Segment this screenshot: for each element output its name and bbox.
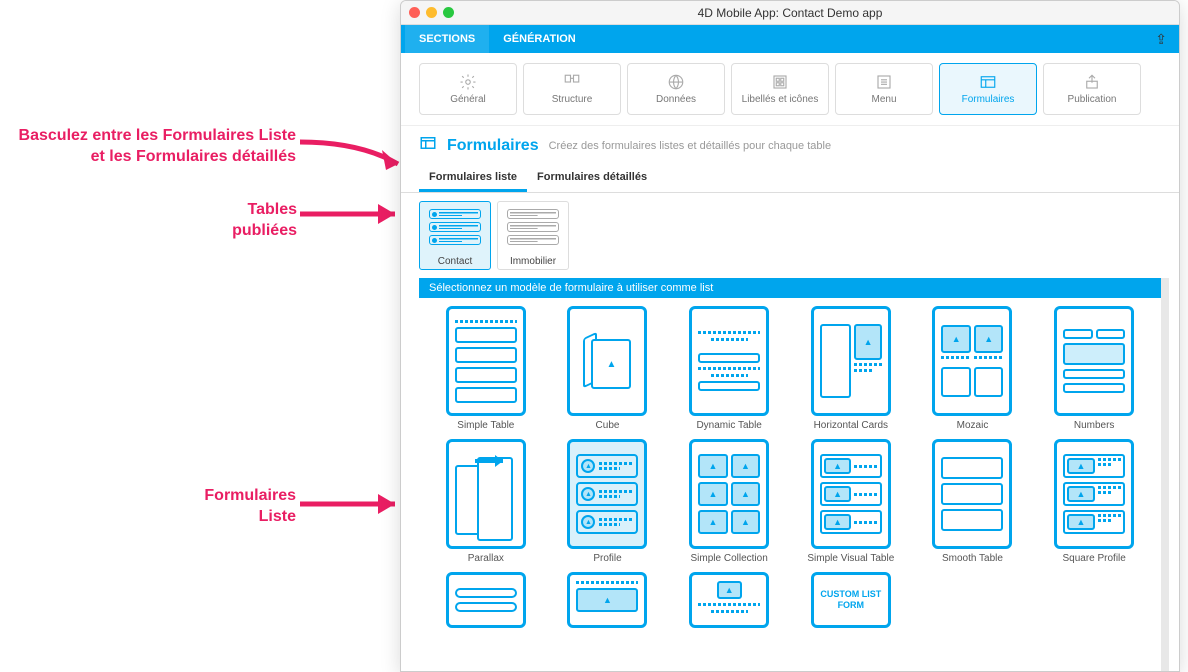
template-label: Square Profile xyxy=(1062,553,1125,564)
toolbar-formulaires[interactable]: Formulaires xyxy=(939,63,1037,115)
toolbar-menu[interactable]: Menu xyxy=(835,63,933,115)
forms-icon xyxy=(978,73,998,91)
data-icon xyxy=(666,73,686,91)
toolbar-donnees[interactable]: Données xyxy=(627,63,725,115)
minimize-icon[interactable] xyxy=(426,7,437,18)
toolbar-libelles-label: Libellés et icônes xyxy=(742,94,819,105)
toolbar-publication-label: Publication xyxy=(1068,94,1117,105)
template-label: Smooth Table xyxy=(942,553,1003,564)
toolbar: Général Structure Données Libellés et ic… xyxy=(401,53,1179,126)
section-title: Formulaires xyxy=(447,137,539,155)
toolbar-general-label: Général xyxy=(450,94,486,105)
publication-icon xyxy=(1082,73,1102,91)
template-label: Simple Collection xyxy=(691,553,768,564)
table-contact-thumb xyxy=(426,206,484,254)
templates-panel: Sélectionnez un modèle de formulaire à u… xyxy=(419,278,1169,672)
structure-icon xyxy=(562,73,582,91)
app-window: 4D Mobile App: Contact Demo app SECTIONS… xyxy=(400,0,1180,672)
template-partial-2[interactable] xyxy=(551,572,665,628)
toolbar-general[interactable]: Général xyxy=(419,63,517,115)
main-tabs: SECTIONS GÉNÉRATION ⇪ xyxy=(401,25,1179,53)
table-immobilier[interactable]: Immobilier xyxy=(497,201,569,270)
template-simple-collection[interactable]: Simple Collection xyxy=(672,439,786,564)
template-simple-table[interactable]: Simple Table xyxy=(429,306,543,431)
template-custom[interactable]: CUSTOM LIST FORM xyxy=(794,572,908,628)
template-dynamic-table[interactable]: Dynamic Table xyxy=(672,306,786,431)
forms-section-icon xyxy=(419,134,437,157)
custom-text: CUSTOM LIST FORM xyxy=(820,589,882,611)
toolbar-publication[interactable]: Publication xyxy=(1043,63,1141,115)
annotation-listforms: FormulairesListe xyxy=(200,486,296,528)
template-label: Cube xyxy=(596,420,620,431)
template-label: Simple Table xyxy=(457,420,514,431)
template-profile[interactable]: Profile xyxy=(551,439,665,564)
tab-sections[interactable]: SECTIONS xyxy=(405,25,489,53)
maximize-icon[interactable] xyxy=(443,7,454,18)
template-simple-visual-table[interactable]: Simple Visual Table xyxy=(794,439,908,564)
section-header: Formulaires Créez des formulaires listes… xyxy=(401,126,1179,165)
template-cube[interactable]: Cube xyxy=(551,306,665,431)
subtab-liste[interactable]: Formulaires liste xyxy=(419,165,527,192)
window-controls xyxy=(409,7,454,18)
upload-icon[interactable]: ⇪ xyxy=(1147,31,1175,48)
window-title: 4D Mobile App: Contact Demo app xyxy=(698,6,883,20)
template-partial-3[interactable] xyxy=(672,572,786,628)
table-immobilier-label: Immobilier xyxy=(510,256,556,267)
menu-icon xyxy=(874,73,894,91)
subtab-detailles[interactable]: Formulaires détaillés xyxy=(527,165,657,192)
toolbar-libelles[interactable]: Libellés et icônes xyxy=(731,63,829,115)
template-label: Mozaic xyxy=(957,420,989,431)
template-horizontal-cards[interactable]: Horizontal Cards xyxy=(794,306,908,431)
template-label: Simple Visual Table xyxy=(807,553,894,564)
toolbar-menu-label: Menu xyxy=(871,94,896,105)
template-partial-1[interactable] xyxy=(429,572,543,628)
template-label: Profile xyxy=(593,553,621,564)
template-label: Horizontal Cards xyxy=(814,420,888,431)
toolbar-donnees-label: Données xyxy=(656,94,696,105)
toolbar-formulaires-label: Formulaires xyxy=(962,94,1015,105)
annotation-tables: Tablespubliées xyxy=(225,200,297,242)
published-tables: Contact Immobilier xyxy=(401,193,1179,278)
templates-header: Sélectionnez un modèle de formulaire à u… xyxy=(419,278,1161,298)
template-mozaic[interactable]: Mozaic xyxy=(916,306,1030,431)
close-icon[interactable] xyxy=(409,7,420,18)
template-parallax[interactable]: Parallax xyxy=(429,439,543,564)
tab-generation[interactable]: GÉNÉRATION xyxy=(489,25,590,53)
table-immobilier-thumb xyxy=(504,206,562,254)
toolbar-structure[interactable]: Structure xyxy=(523,63,621,115)
template-square-profile[interactable]: Square Profile xyxy=(1037,439,1151,564)
template-numbers[interactable]: Numbers xyxy=(1037,306,1151,431)
template-label: Dynamic Table xyxy=(696,420,761,431)
template-label: Parallax xyxy=(468,553,504,564)
template-label: Numbers xyxy=(1074,420,1115,431)
annotation-toggle: Basculez entre les Formulaires Listeet l… xyxy=(10,126,296,168)
titlebar: 4D Mobile App: Contact Demo app xyxy=(401,1,1179,25)
table-contact[interactable]: Contact xyxy=(419,201,491,270)
form-subtabs: Formulaires liste Formulaires détaillés xyxy=(401,165,1179,193)
table-contact-label: Contact xyxy=(438,256,472,267)
toolbar-structure-label: Structure xyxy=(552,94,593,105)
labels-icon xyxy=(770,73,790,91)
gear-icon xyxy=(458,73,478,91)
template-smooth-table[interactable]: Smooth Table xyxy=(916,439,1030,564)
templates-grid: Simple Table Cube Dynamic Table Horizont… xyxy=(419,298,1161,636)
section-subtitle: Créez des formulaires listes et détaillé… xyxy=(549,140,831,152)
